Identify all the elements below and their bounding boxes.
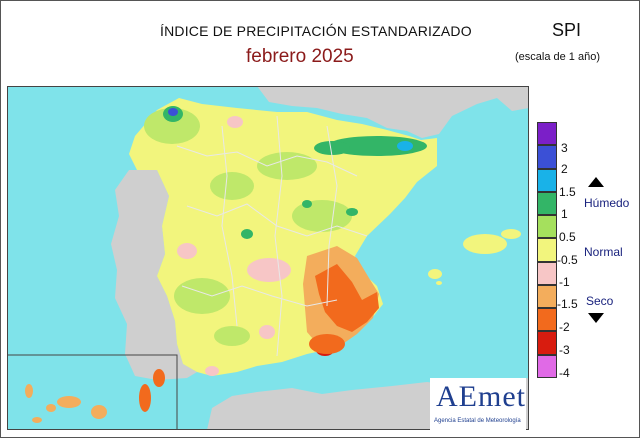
legend-band — [537, 354, 557, 378]
legend-band — [537, 215, 557, 239]
wet-zone-spot-2 — [302, 200, 312, 208]
lanzarote-island — [153, 369, 165, 387]
fuerteventura-island — [139, 384, 151, 412]
france-land — [257, 86, 529, 138]
legend-tick-minus-1-5: -1.5 — [557, 297, 578, 311]
portugal-land — [111, 170, 197, 380]
aemet-caption: Agencia Estatal de Meteorología — [434, 418, 521, 424]
legend-tick-minus-3: -3 — [559, 343, 570, 357]
la-palma-island — [25, 384, 33, 398]
legend-color-ramp — [537, 122, 557, 378]
mallorca-island — [463, 234, 507, 254]
legend-tick-1-5: 1.5 — [559, 185, 576, 199]
legend-label-dry: Seco — [586, 294, 614, 308]
wet-zone-pyrenees — [327, 136, 427, 156]
very-dry-zone-murcia — [315, 264, 379, 332]
dry-zone-north — [227, 116, 243, 128]
la-gomera-island — [46, 404, 56, 412]
el-hierro-island — [32, 417, 42, 423]
dry-zone-centre — [247, 258, 291, 282]
scale-note: (escala de 1 año) — [515, 51, 600, 63]
index-name: SPI — [552, 20, 582, 40]
map-border — [7, 86, 529, 430]
boundary-lines — [176, 115, 368, 357]
map-period: febrero 2025 — [246, 46, 354, 67]
legend-band — [537, 238, 557, 262]
legend-band — [537, 284, 557, 309]
wet-zone-spot-1 — [241, 229, 253, 239]
legend-tick-minus-2: -2 — [559, 320, 570, 334]
legend-band — [537, 331, 557, 355]
very-wet-zone-galicia — [168, 108, 178, 116]
wet-zone-south — [214, 326, 250, 346]
dry-zone-southwest — [205, 366, 219, 376]
legend-tick-0-5: 0.5 — [559, 230, 576, 244]
gran-canaria-island — [91, 405, 107, 419]
legend-band — [537, 261, 557, 285]
legend-tick-minus-4: -4 — [559, 366, 570, 380]
legend-band — [537, 145, 557, 169]
wet-arrow-icon — [588, 177, 604, 187]
aemet-logo: AEmet Agencia Estatal de Meteorología — [430, 378, 526, 430]
legend-tick-1: 1 — [561, 207, 568, 221]
legend-label-normal: Normal — [584, 245, 623, 259]
wet-zone-central — [210, 172, 254, 200]
legend-tick-minus-0-5: -0.5 — [557, 253, 578, 267]
wet-zone-ebro — [292, 200, 352, 232]
dry-zone-west — [177, 243, 197, 259]
legend-band — [537, 308, 557, 332]
legend-tick-2: 2 — [561, 162, 568, 176]
menorca-island — [501, 229, 521, 239]
tenerife-island — [57, 396, 81, 408]
wet-zone-spot-3 — [346, 208, 358, 216]
wet-zone-pyrenees-east — [314, 141, 350, 155]
canary-inset-frame — [7, 354, 178, 430]
formentera-island — [436, 281, 442, 285]
very-dry-zone-almeria — [309, 334, 345, 354]
legend-band — [537, 168, 557, 192]
dry-arrow-icon — [588, 313, 604, 323]
legend-tick-minus-1: -1 — [559, 275, 570, 289]
wet-zone-west — [174, 278, 230, 314]
very-wet-zone-pyrenees — [397, 141, 413, 151]
aemet-wordmark: AEmet — [436, 380, 526, 413]
wet-zone-galicia — [144, 108, 200, 144]
wet-zone-north — [257, 152, 317, 180]
spi-map — [7, 86, 529, 430]
ibiza-island — [428, 269, 442, 279]
legend-tick-3: 3 — [561, 141, 568, 155]
legend-band — [537, 122, 557, 146]
dry-zone-south — [259, 325, 275, 339]
legend-label-wet: Húmedo — [584, 196, 630, 210]
legend-band — [537, 191, 557, 216]
map-title: ÍNDICE DE PRECIPITACIÓN ESTANDARIZADO — [160, 23, 472, 39]
